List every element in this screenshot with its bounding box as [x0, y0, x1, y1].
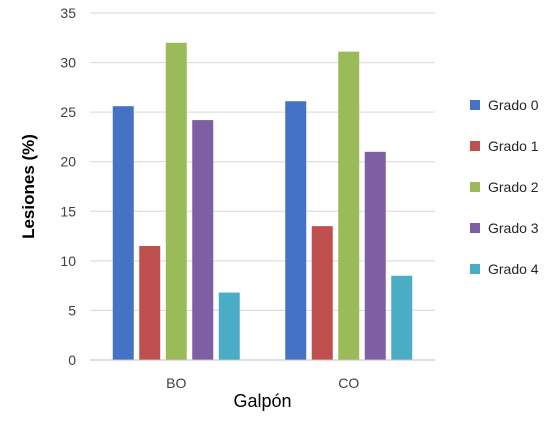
- y-axis-ticks: 0 5 10 15 20 25 30 35: [60, 5, 76, 368]
- legend: Grado 0 Grado 1 Grado 2 Grado 3 Grado 4: [470, 97, 539, 277]
- bar-co-grado-4: [391, 275, 413, 360]
- bars: [112, 42, 413, 361]
- y-tick-label: 5: [68, 302, 76, 318]
- legend-swatch: [470, 100, 480, 110]
- y-axis-title: Lesiones (%): [19, 134, 38, 239]
- bar-bo-grado-2: [165, 42, 187, 360]
- legend-swatch: [470, 223, 480, 233]
- y-tick-label: 20: [60, 154, 76, 170]
- x-axis-title: Galpón: [233, 391, 291, 411]
- y-tick-label: 15: [60, 203, 76, 219]
- legend-label: Grado 0: [488, 97, 539, 113]
- bar-co-grado-1: [311, 226, 333, 360]
- bar-co-grado-2: [338, 51, 360, 361]
- bar-co-grado-3: [364, 151, 386, 360]
- y-tick-label: 30: [60, 55, 76, 71]
- legend-swatch: [470, 264, 480, 274]
- legend-label: Grado 2: [488, 179, 539, 195]
- legend-label: Grado 4: [488, 261, 539, 277]
- y-tick-label: 0: [68, 352, 76, 368]
- legend-label: Grado 1: [488, 138, 539, 154]
- bar-bo-grado-4: [218, 292, 240, 360]
- y-tick-label: 35: [60, 5, 76, 21]
- y-tick-label: 10: [60, 253, 76, 269]
- legend-swatch: [470, 141, 480, 151]
- bar-bo-grado-0: [112, 106, 134, 361]
- y-tick-label: 25: [60, 104, 76, 120]
- legend-label: Grado 3: [488, 220, 539, 236]
- bar-co-grado-0: [285, 101, 307, 360]
- bar-bo-grado-1: [139, 245, 161, 360]
- bar-bo-grado-3: [192, 120, 214, 361]
- x-tick-label: CO: [338, 375, 359, 391]
- x-tick-label: BO: [166, 375, 186, 391]
- x-axis-ticks: BO CO: [166, 375, 359, 391]
- legend-swatch: [470, 182, 480, 192]
